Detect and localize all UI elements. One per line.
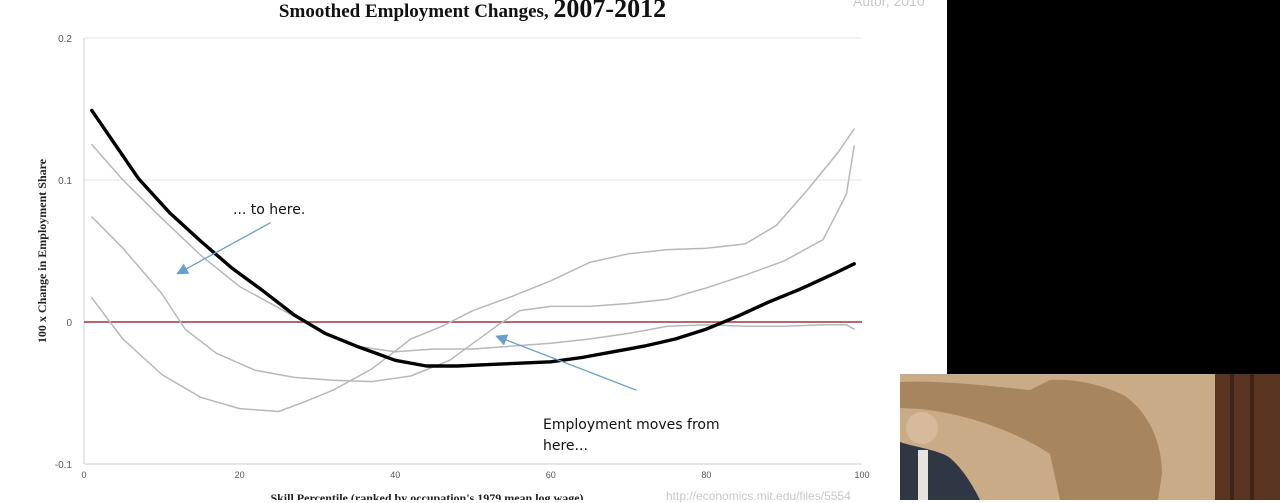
speaker-silhouette [900,374,1280,500]
series-line-comparison [91,143,855,353]
x-tick-label: 40 [390,470,400,480]
annotation-arrow [495,334,637,391]
series-line-2007-2012 [90,108,856,368]
x-tick-label: 100 [854,470,869,480]
speaker-video [900,374,1280,500]
y-tick-label: 0.2 [58,34,72,45]
chart-title: Smoothed Employment Changes, 2007-2012 [0,0,945,24]
author-credit: Autor, 2010 [853,0,925,9]
blacked-out-region [947,0,1280,374]
annotation-text: Employment moves from [543,417,720,433]
y-axis-title: 100 x Change in Employment Share [35,158,49,343]
footer-url: http://economics.mit.edu/files/5554 [666,489,851,503]
x-axis-title: Skill Percentile (ranked by occupation's… [270,491,583,500]
series-line-comparison [91,128,855,413]
annotation-text: ... to here. [233,202,305,218]
title-main: Smoothed Employment Changes, [278,1,554,22]
x-tick-label: 80 [701,470,711,480]
title-years: 2007-2012 [553,0,667,23]
x-tick-label: 0 [81,470,86,480]
y-tick-label: -0.1 [55,460,73,471]
x-tick-label: 60 [546,470,556,480]
line-chart: -0.1 0 0.1 0.2 0 20 40 60 80 100 ... to here. Emplo… [35,34,870,500]
annotation-arrow [176,222,272,275]
annotation-text: here... [543,438,588,454]
y-tick-label: 0 [66,318,72,329]
y-tick-label: 0.1 [58,176,72,187]
series-line-comparison [91,145,855,383]
x-tick-label: 20 [235,470,245,480]
